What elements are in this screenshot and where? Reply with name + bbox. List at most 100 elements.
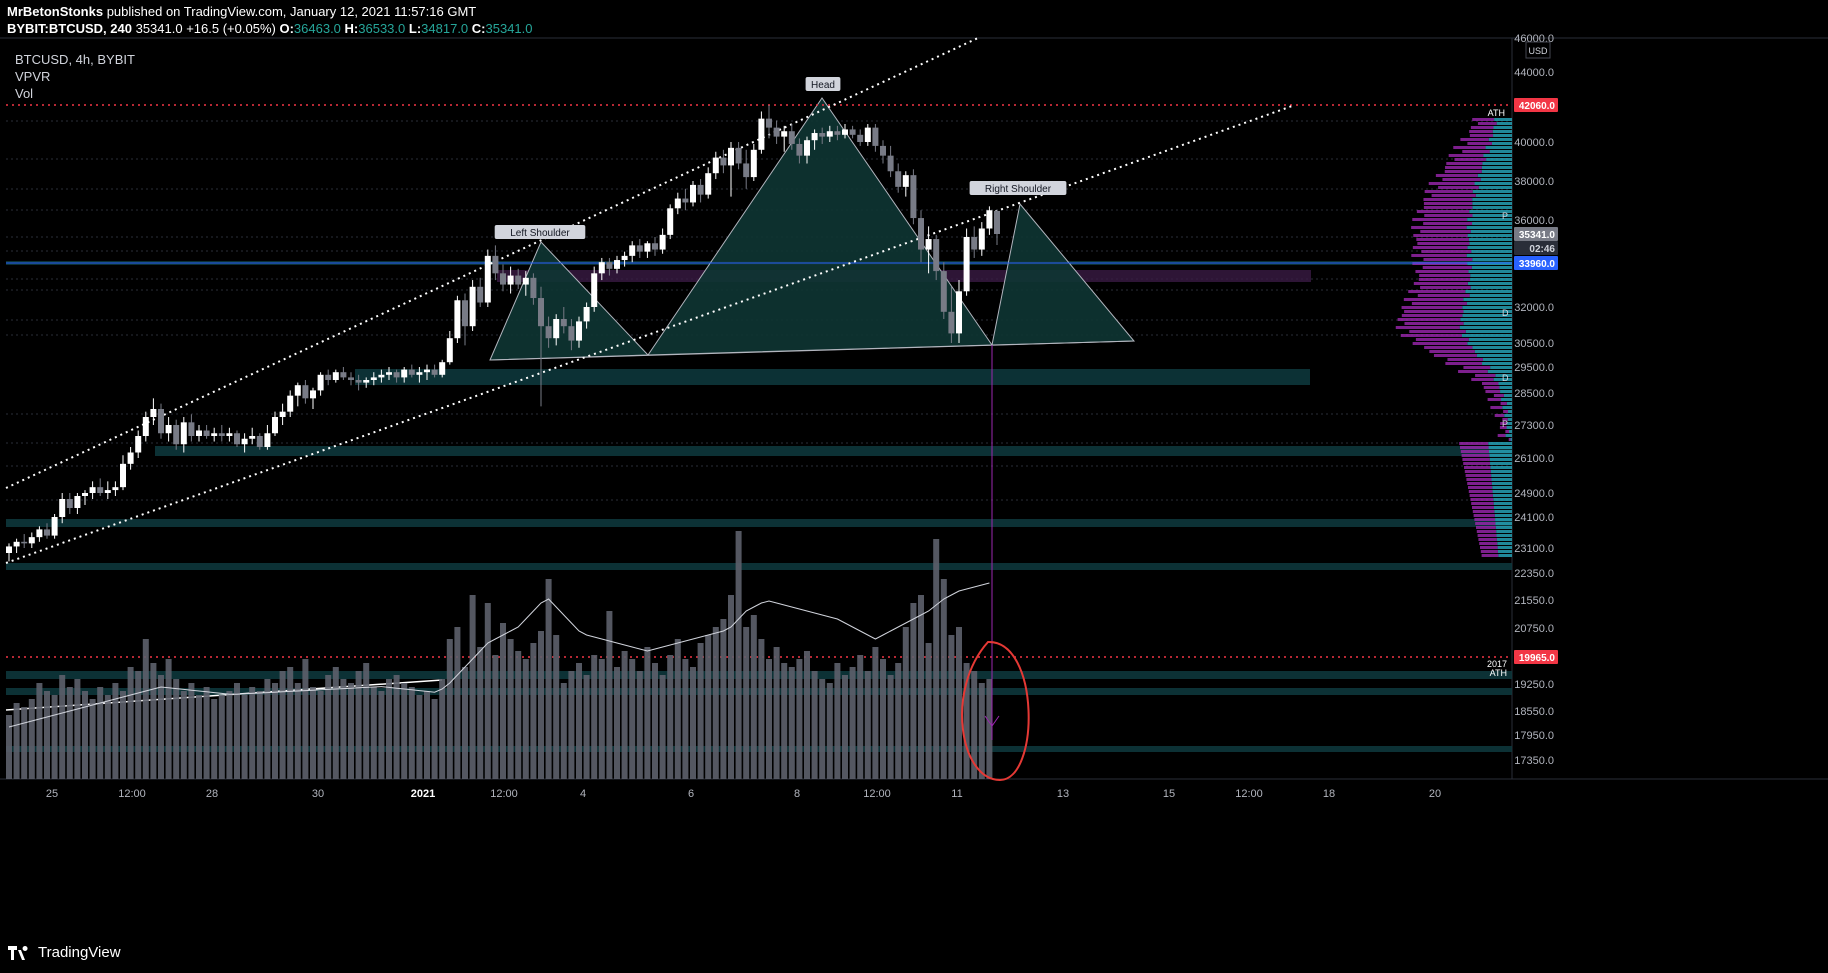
- volume-bar: [553, 635, 560, 779]
- vpvr-up-bar: [1467, 218, 1512, 221]
- vpvr-down-bar: [1481, 554, 1499, 557]
- vpvr-up-bar: [1462, 314, 1512, 317]
- candle-body: [758, 118, 765, 150]
- volume-bar: [416, 695, 423, 779]
- volume-bar: [758, 639, 765, 779]
- vpvr-up-bar: [1493, 498, 1512, 501]
- head-and-shoulders-pattern: [489, 97, 1136, 361]
- candle-body: [819, 133, 826, 137]
- candle-body: [272, 417, 278, 434]
- annotations: [961, 345, 1030, 782]
- vpvr-up-bar: [1493, 502, 1512, 505]
- volume-bar: [302, 659, 309, 779]
- time-tick-label: 2021: [411, 788, 435, 800]
- vpvr-up-bar: [1489, 458, 1512, 461]
- price-label-text: 19965.0: [1519, 653, 1556, 664]
- vpvr-down-bar: [1480, 546, 1498, 549]
- vpvr-down-bar: [1472, 118, 1495, 121]
- volume-bar: [750, 615, 757, 779]
- volume-bar: [918, 595, 924, 779]
- ath-2017-note-line2: ATH: [1490, 668, 1507, 678]
- volume-bar: [477, 647, 484, 779]
- candle-body: [750, 149, 757, 178]
- tradingview-brand[interactable]: TradingView: [8, 944, 121, 961]
- volume-bar: [583, 675, 590, 779]
- volume-bar: [606, 611, 613, 779]
- vpvr-down-bar: [1503, 410, 1509, 413]
- vpvr-up-bar: [1472, 258, 1512, 261]
- volume-bar: [226, 691, 233, 779]
- vpvr-down-bar: [1419, 274, 1471, 277]
- vpvr-up-bar: [1509, 430, 1512, 433]
- vpvr-down-bar: [1412, 246, 1468, 249]
- vpvr-up-bar: [1465, 330, 1512, 333]
- candle-body: [522, 277, 529, 285]
- pattern-labels: Head Left Shoulder Right Shoulder: [494, 77, 1067, 239]
- candle-body: [256, 436, 263, 447]
- price-tick-label: 29500.0: [1514, 362, 1554, 374]
- volume-bar: [310, 687, 316, 779]
- time-tick-label: 12:00: [863, 788, 891, 800]
- volume-bar: [682, 659, 689, 779]
- candle-body: [150, 409, 157, 417]
- vpvr-down-bar: [1412, 342, 1468, 345]
- volume-bar: [766, 659, 772, 779]
- price-label-box: [1514, 650, 1558, 664]
- candle-body: [766, 118, 772, 128]
- candle-body: [690, 184, 696, 203]
- vpvr-up-bar: [1489, 150, 1512, 153]
- candle-body: [644, 243, 651, 252]
- ath-2017-note-line1: 2017: [1487, 659, 1507, 669]
- vpvr-up-bar: [1463, 310, 1512, 313]
- vpvr-down-bar: [1499, 426, 1507, 429]
- candle-body: [431, 369, 438, 375]
- volume-bar: [659, 675, 666, 779]
- volume-bar: [332, 667, 339, 779]
- candle-body: [538, 298, 544, 327]
- vpvr-down-bar: [1445, 166, 1482, 169]
- vpvr-down-bar: [1500, 402, 1507, 405]
- legend-indicator-vpvr[interactable]: VPVR: [15, 69, 51, 84]
- vpvr-down-bar: [1467, 142, 1492, 145]
- legend-indicator-vol[interactable]: Vol: [15, 86, 34, 101]
- vpvr-up-bar: [1472, 206, 1512, 209]
- candle-body: [971, 236, 978, 250]
- candle-body: [880, 145, 886, 156]
- volume-bar: [241, 695, 248, 779]
- vpvr-up-bar: [1493, 126, 1512, 129]
- vpvr-up-bar: [1494, 118, 1512, 121]
- candle-body: [386, 372, 392, 375]
- legend-title[interactable]: BTCUSD, 4h, BYBIT: [15, 52, 135, 67]
- vpvr-down-bar: [1442, 178, 1481, 181]
- volume-bar: [469, 595, 476, 779]
- vpvr-letter: P: [1502, 211, 1508, 221]
- candle-body: [682, 198, 689, 203]
- candle-body: [507, 275, 514, 285]
- author-name[interactable]: MrBetonStonks: [7, 4, 104, 19]
- vpvr-up-bar: [1463, 298, 1512, 301]
- vpvr-up-bar: [1462, 306, 1512, 309]
- volume-bar: [484, 603, 491, 779]
- candle-body: [986, 210, 993, 229]
- volume-bar: [507, 639, 514, 779]
- vpvr-up-bar: [1472, 222, 1512, 225]
- volume-bar: [44, 691, 50, 779]
- volume-bar: [720, 619, 727, 779]
- candle-body: [659, 234, 666, 250]
- candle-body: [82, 493, 88, 496]
- price-tick-label: 46000.0: [1514, 33, 1554, 45]
- close-label: C:: [471, 21, 486, 36]
- vpvr-down-bar: [1428, 182, 1475, 185]
- price-label-box: [1514, 227, 1558, 241]
- candle-body: [667, 208, 674, 235]
- vpvr-up-bar: [1500, 390, 1512, 393]
- time-tick-label: 12:00: [1235, 788, 1263, 800]
- vpvr-up-bar: [1492, 494, 1512, 497]
- volume-bar: [963, 663, 970, 779]
- vpvr-letter: D: [1502, 308, 1509, 318]
- vpvr-down-bar: [1429, 350, 1475, 353]
- vpvr-down-bar: [1423, 206, 1473, 209]
- vpvr-up-bar: [1492, 130, 1512, 133]
- candle-body: [834, 131, 841, 135]
